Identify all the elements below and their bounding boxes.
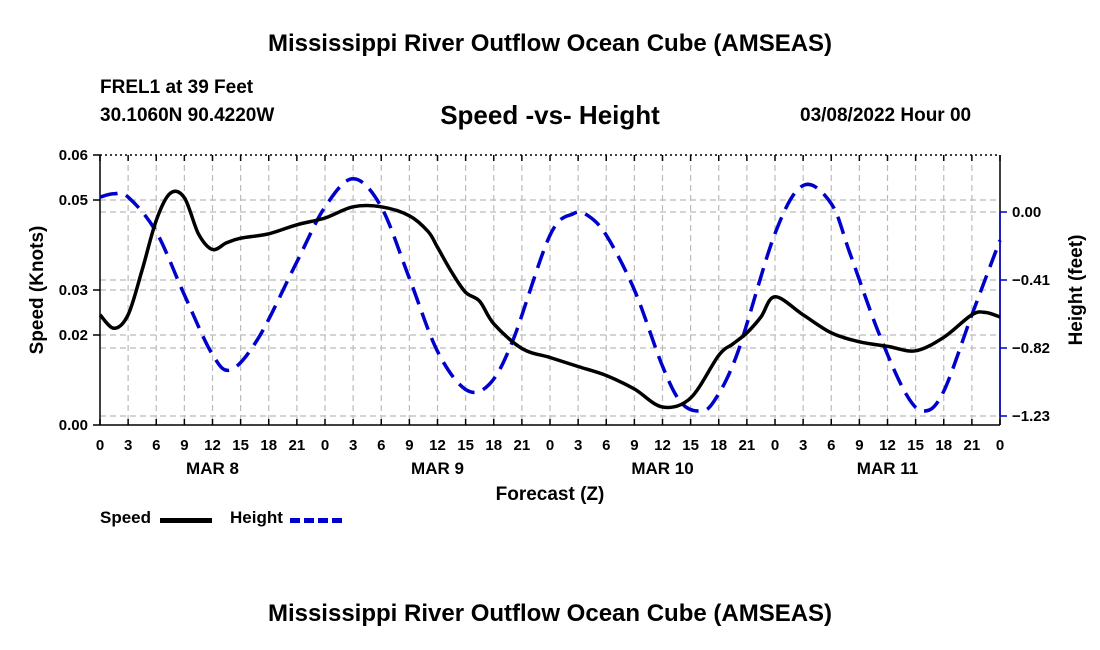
x-tick-label: 9: [630, 437, 638, 454]
x-tick-label: 3: [574, 437, 582, 454]
x-tick-label: 21: [289, 437, 306, 454]
x-tick-label: 0: [546, 437, 554, 454]
x-tick-label: 18: [710, 437, 727, 454]
x-tick-label: 3: [349, 437, 357, 454]
legend-speed-line: [160, 518, 212, 523]
x-tick-label: 12: [879, 437, 896, 454]
x-tick-label: 9: [405, 437, 413, 454]
x-tick-label: 6: [602, 437, 610, 454]
x-tick-label: 12: [204, 437, 221, 454]
x-tick-label: 18: [935, 437, 952, 454]
y2-tick-label: −0.41: [1012, 272, 1050, 289]
series-speed-line: [98, 189, 1001, 410]
legend-height-line: [290, 518, 342, 523]
x-tick-label: 15: [682, 437, 699, 454]
x-tick-label: 18: [260, 437, 277, 454]
x-tick-label: 3: [124, 437, 132, 454]
x-tick-label: 15: [907, 437, 924, 454]
station-label: FREL1 at 39 Feet: [100, 77, 254, 98]
footer-title: Mississippi River Outflow Ocean Cube (AM…: [267, 600, 833, 627]
x-tick-label: 0: [321, 437, 329, 454]
x-tick-label: 9: [855, 437, 863, 454]
x-tick-label: 15: [457, 437, 474, 454]
day-label: MAR 8: [186, 459, 239, 478]
x-tick-label: 6: [377, 437, 385, 454]
y-tick-label: 0.06: [59, 147, 88, 164]
x-tick-label: 0: [996, 437, 1004, 454]
day-label: MAR 10: [631, 459, 693, 478]
x-axis-title: Forecast (Z): [496, 484, 605, 505]
x-tick-label: 12: [429, 437, 446, 454]
y-tick-label: 0.05: [59, 192, 88, 209]
x-tick-label: 0: [96, 437, 104, 454]
y-axis-title: Speed (Knots): [27, 226, 48, 355]
chart-labels: 0 3 6 9 12 15 18 21 0 3 6 9 12 15 18 21 0 3 6 9 12 15 18 21 0 3 6 9…: [27, 147, 1087, 505]
y2-tick-label: 0.00: [1012, 204, 1041, 221]
day-label: MAR 11: [857, 459, 918, 478]
x-tick-label: 21: [964, 437, 981, 454]
x-tick-label: 12: [654, 437, 671, 454]
station-coordinates: 30.1060N 90.4220W: [100, 105, 275, 126]
x-tick-label: 6: [827, 437, 835, 454]
chart-series: [98, 177, 1002, 413]
y2-tick-label: −1.23: [1012, 408, 1050, 425]
x-tick-label: 3: [799, 437, 807, 454]
page-title: Mississippi River Outflow Ocean Cube (AM…: [267, 30, 833, 57]
series-height-line: [99, 177, 1002, 413]
y2-tick-label: −0.82: [1012, 340, 1050, 357]
x-tick-label: 9: [180, 437, 188, 454]
x-tick-label: 6: [152, 437, 160, 454]
y2-axis-title: Height (feet): [1066, 235, 1087, 346]
y-tick-label: 0.00: [59, 417, 88, 434]
chart-title: Speed -vs- Height: [440, 100, 660, 130]
y-tick-label: 0.03: [59, 282, 88, 299]
y-tick-label: 0.02: [59, 327, 88, 344]
day-label: MAR 9: [411, 459, 464, 478]
x-tick-label: 0: [771, 437, 779, 454]
chart-ticks: [93, 154, 1007, 426]
x-tick-label: 15: [232, 437, 249, 454]
x-tick-label: 18: [485, 437, 502, 454]
chart-grid: [100, 155, 1000, 425]
legend-speed-label: Speed: [100, 508, 152, 527]
forecast-datetime: 03/08/2022 Hour 00: [800, 105, 972, 126]
legend-height-label: Height: [230, 508, 283, 527]
x-tick-label: 21: [739, 437, 756, 454]
x-tick-label: 21: [514, 437, 531, 454]
